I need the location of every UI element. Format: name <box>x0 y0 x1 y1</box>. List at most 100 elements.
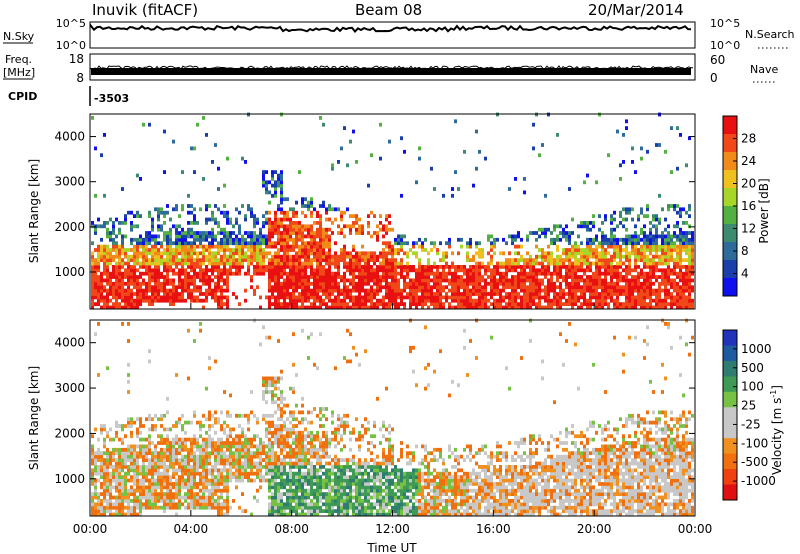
power-cell <box>577 305 580 310</box>
power-cell <box>256 234 259 239</box>
power-cell <box>553 237 556 242</box>
power-cell <box>589 288 592 293</box>
power-cell <box>313 302 316 306</box>
velocity-cell <box>115 451 118 456</box>
power-colorbar-label: Power [dB] <box>757 178 771 243</box>
power-cell <box>133 214 136 218</box>
power-cell <box>136 254 139 259</box>
power-cell <box>658 261 661 266</box>
power-cell <box>169 234 172 239</box>
velocity-cell <box>151 502 154 507</box>
velocity-cell <box>163 427 166 432</box>
power-cell <box>388 268 391 273</box>
velocity-cell <box>175 434 178 439</box>
power-cell <box>382 268 385 273</box>
power-cell <box>661 298 664 303</box>
power-cell <box>502 275 505 279</box>
power-cell <box>466 254 469 259</box>
power-cell <box>244 214 247 218</box>
velocity-cell <box>112 495 115 500</box>
power-cell <box>433 305 436 310</box>
velocity-cell <box>196 441 199 445</box>
power-cell <box>166 288 169 293</box>
power-cell <box>127 285 130 290</box>
power-cell <box>169 241 172 246</box>
power-cell <box>208 241 211 246</box>
power-cell <box>574 302 577 306</box>
power-cell <box>295 251 298 256</box>
power-cell <box>289 261 292 266</box>
power-cell <box>250 244 253 249</box>
power-cell <box>202 237 205 242</box>
power-cell <box>499 295 502 300</box>
power-cell <box>595 281 598 286</box>
power-cell <box>274 170 277 174</box>
power-cell <box>436 292 439 296</box>
power-cell <box>106 295 109 300</box>
power-cell <box>190 204 193 208</box>
power-cell <box>463 149 466 154</box>
power-cell <box>382 278 385 283</box>
station-title: Inuvik (fitACF) <box>92 1 198 19</box>
power-cell <box>277 217 280 222</box>
power-cell <box>610 275 613 279</box>
power-cell <box>205 278 208 283</box>
power-cell <box>382 305 385 310</box>
power-ylabel: Slant Range [km] <box>27 159 41 263</box>
power-colorbar-segment <box>723 170 737 189</box>
power-cell <box>394 295 397 300</box>
power-cell <box>187 278 190 283</box>
power-colorbar-segment <box>723 260 737 279</box>
velocity-cell <box>127 468 130 473</box>
power-cell <box>262 221 265 225</box>
power-cell <box>466 285 469 290</box>
velocity-cell <box>157 434 160 439</box>
velocity-cell <box>214 499 217 503</box>
power-cell <box>130 288 133 293</box>
power-cell <box>265 237 268 242</box>
velocity-cell <box>223 482 226 486</box>
velocity-cell <box>181 454 184 459</box>
velocity-cell <box>199 461 202 466</box>
power-cell <box>442 278 445 283</box>
velocity-cell <box>166 444 169 449</box>
power-cell <box>340 231 343 235</box>
power-cell <box>115 292 118 296</box>
power-cell <box>268 180 271 185</box>
power-cell <box>430 268 433 273</box>
power-cell <box>145 251 148 256</box>
power-cell <box>631 285 634 290</box>
power-cell <box>424 268 427 273</box>
power-cell <box>571 231 574 235</box>
power-cell <box>538 302 541 306</box>
power-cell <box>277 173 280 178</box>
power-cell <box>664 305 667 310</box>
power-cell <box>178 278 181 283</box>
velocity-cell <box>94 492 97 496</box>
power-cell <box>169 261 172 266</box>
power-cell <box>154 254 157 259</box>
power-cell <box>469 281 472 286</box>
power-cell <box>514 258 517 262</box>
power-cell <box>256 237 259 242</box>
velocity-cell <box>202 471 205 476</box>
velocity-cell <box>160 454 163 459</box>
power-cell <box>268 285 271 290</box>
power-cell <box>109 237 112 242</box>
power-cell <box>106 261 109 266</box>
power-cell <box>517 295 520 300</box>
velocity-cell <box>205 495 208 500</box>
power-cell <box>265 234 268 239</box>
power-cell <box>205 265 208 269</box>
power-cell <box>358 254 361 259</box>
power-cell <box>433 265 436 269</box>
power-cell <box>640 305 643 310</box>
power-cell <box>169 251 172 256</box>
power-cell <box>586 224 589 229</box>
power-cell <box>418 278 421 283</box>
power-cell <box>676 234 679 239</box>
velocity-cell <box>166 437 169 442</box>
power-cell <box>682 302 685 306</box>
velocity-cell <box>142 437 145 442</box>
power-cell <box>649 271 652 276</box>
